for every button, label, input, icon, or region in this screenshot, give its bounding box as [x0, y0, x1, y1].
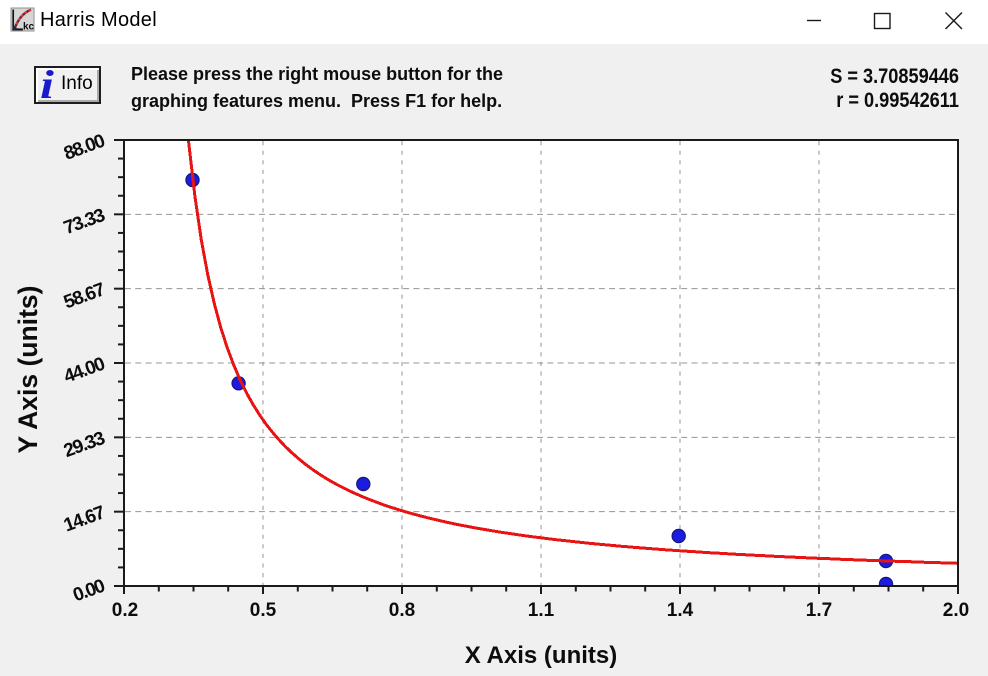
svg-text:14.67: 14.67 — [61, 502, 108, 536]
svg-text:Y Axis (units): Y Axis (units) — [13, 286, 43, 454]
svg-text:0.2: 0.2 — [112, 600, 138, 621]
svg-text:58.67: 58.67 — [61, 279, 108, 313]
svg-text:1.4: 1.4 — [667, 600, 694, 621]
svg-text:73.33: 73.33 — [61, 205, 108, 239]
svg-text:X Axis (units): X Axis (units) — [465, 642, 617, 669]
svg-text:0.5: 0.5 — [250, 600, 277, 621]
svg-text:0.8: 0.8 — [389, 600, 415, 621]
svg-text:29.33: 29.33 — [61, 428, 108, 462]
svg-text:0.00: 0.00 — [70, 575, 108, 606]
svg-text:1.1: 1.1 — [528, 600, 555, 621]
svg-text:88.00: 88.00 — [61, 130, 108, 164]
svg-text:kc: kc — [23, 22, 35, 33]
svg-text:44.00: 44.00 — [61, 353, 108, 387]
svg-text:2.0: 2.0 — [943, 600, 969, 621]
svg-text:1.7: 1.7 — [806, 600, 832, 621]
